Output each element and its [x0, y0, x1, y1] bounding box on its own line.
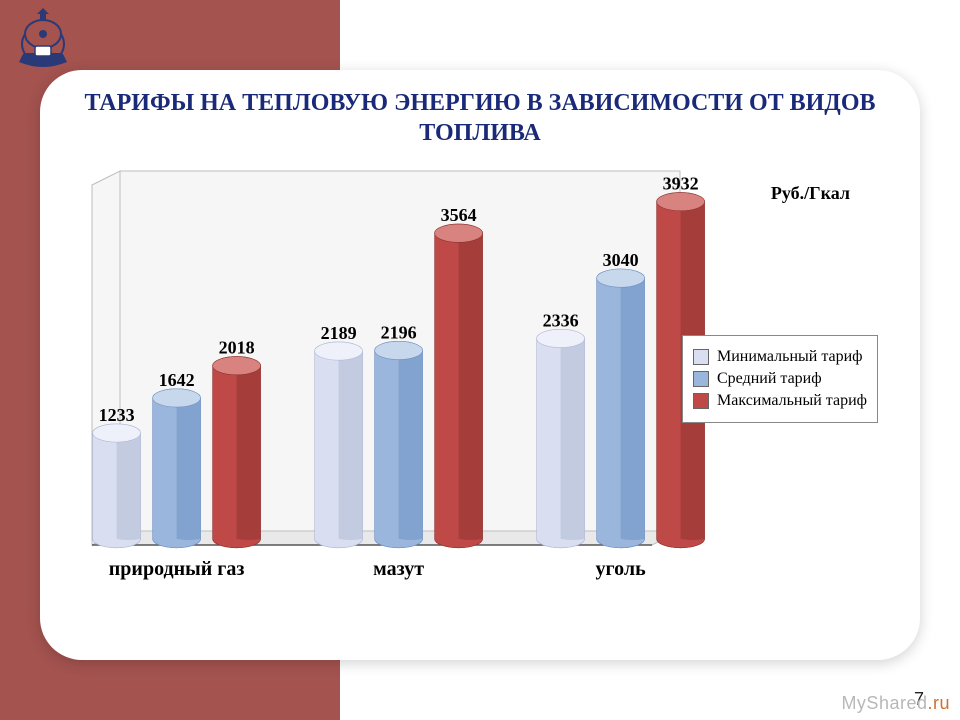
legend: Минимальный тариф Средний тариф Максимальн… [682, 335, 878, 423]
legend-label: Максимальный тариф [717, 392, 867, 410]
legend-item: Минимальный тариф [693, 348, 867, 366]
watermark-accent: .ru [927, 693, 950, 713]
svg-text:природный газ: природный газ [109, 558, 245, 580]
svg-text:1642: 1642 [159, 370, 195, 390]
svg-text:3040: 3040 [603, 250, 639, 270]
svg-text:мазут: мазут [373, 558, 424, 580]
coat-of-arms-icon [8, 4, 78, 74]
svg-text:3932: 3932 [663, 174, 699, 194]
svg-text:2336: 2336 [543, 310, 579, 330]
watermark-text: MyShared [841, 693, 927, 713]
legend-swatch [693, 371, 709, 387]
legend-item: Максимальный тариф [693, 392, 867, 410]
svg-text:2189: 2189 [321, 323, 357, 343]
svg-text:1233: 1233 [99, 405, 135, 425]
legend-item: Средний тариф [693, 370, 867, 388]
slide-title: ТАРИФЫ НА ТЕПЛОВУЮ ЭНЕРГИЮ В ЗАВИСИМОСТИ… [80, 88, 880, 148]
chart-area: 1233 1642 2018 природный газ 2189 2196 3564 маз… [70, 165, 890, 640]
svg-text:2196: 2196 [381, 322, 417, 342]
legend-swatch [693, 393, 709, 409]
svg-text:уголь: уголь [596, 558, 647, 580]
svg-text:2018: 2018 [219, 338, 255, 358]
legend-label: Средний тариф [717, 370, 822, 388]
svg-text:3564: 3564 [441, 205, 477, 225]
content-card: ТАРИФЫ НА ТЕПЛОВУЮ ЭНЕРГИЮ В ЗАВИСИМОСТИ… [40, 70, 920, 660]
legend-swatch [693, 349, 709, 365]
unit-label: Руб./Гкал [771, 183, 850, 204]
watermark: MyShared.ru [841, 693, 950, 714]
legend-label: Минимальный тариф [717, 348, 863, 366]
